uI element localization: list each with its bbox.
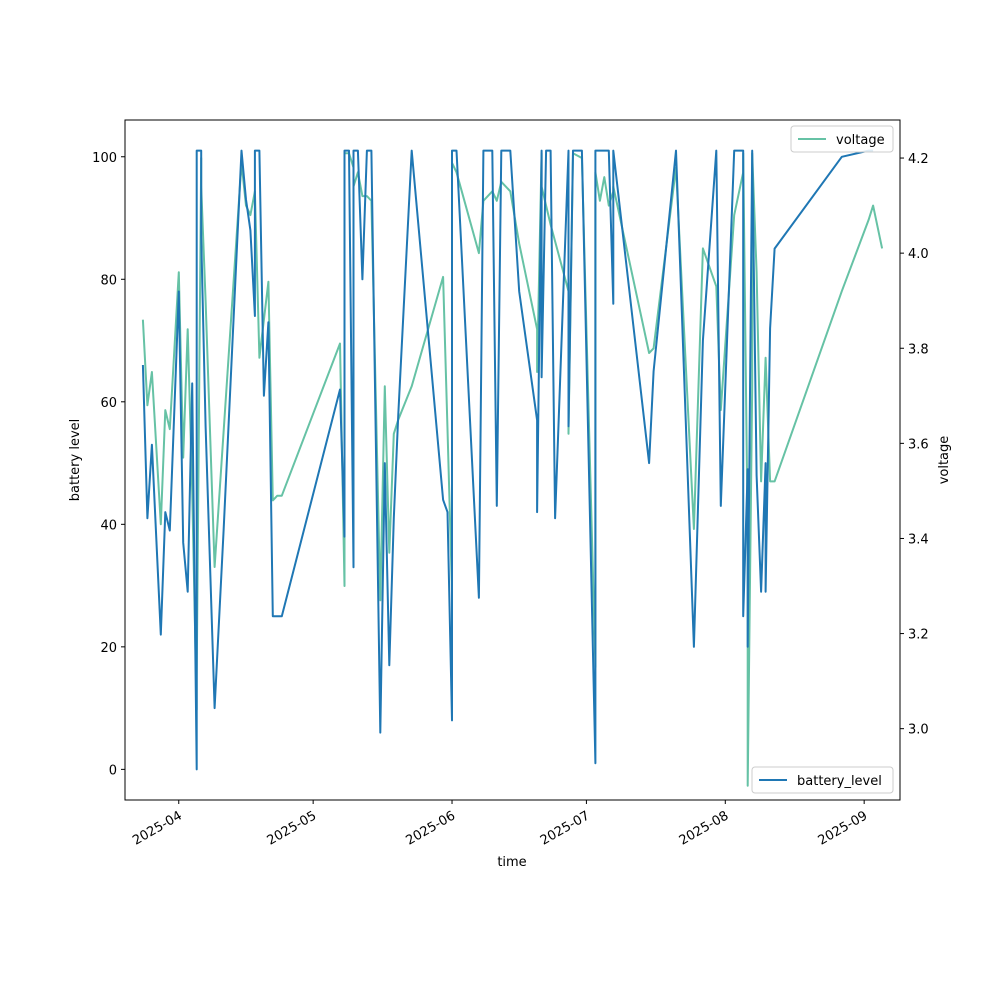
y-tick-label-right: 4.0: [908, 247, 929, 262]
x-tick-label: 2025-04: [130, 808, 185, 848]
y-tick-label-right: 3.2: [908, 628, 929, 643]
x-axis-label: time: [497, 855, 526, 870]
y-tick-label-left: 40: [100, 518, 117, 533]
y-tick-label-right: 3.0: [908, 723, 929, 738]
y-tick-label-left: 0: [109, 763, 117, 778]
y-axis-right-label: voltage: [937, 436, 952, 485]
y-tick-label-right: 3.4: [908, 532, 929, 547]
y-axis-right: 3.0 3.2 3.4 3.6 3.8 4.0 4.2: [900, 152, 929, 738]
series-line-battery-level: [141, 149, 874, 771]
y-tick-label-right: 4.2: [908, 152, 929, 167]
y-tick-label-left: 20: [100, 641, 117, 656]
legend-battery-level: battery_level: [751, 766, 894, 794]
y-tick-label-right: 3.8: [908, 342, 929, 357]
x-tick-label: 2025-08: [677, 808, 732, 848]
legend-battery-level-box: [751, 766, 894, 794]
y-tick-label-left: 60: [100, 396, 117, 411]
legend-voltage-box: [790, 125, 894, 153]
legend-voltage-label: voltage: [836, 133, 885, 148]
legend-voltage: voltage: [790, 125, 894, 153]
y-tick-label-left: 80: [100, 273, 117, 288]
y-axis-left: 0 20 40 60 80 100: [92, 151, 125, 778]
x-tick-label: 2025-06: [403, 808, 458, 848]
x-tick-label: 2025-09: [816, 808, 871, 848]
y-tick-label-right: 3.6: [908, 437, 929, 452]
x-tick-label: 2025-07: [538, 808, 593, 848]
legend-battery-level-label: battery_level: [797, 774, 882, 789]
y-tick-label-left: 100: [92, 151, 117, 166]
x-axis: 2025-04 2025-05 2025-06 2025-07 2025-08 2025-…: [130, 800, 870, 849]
y-axis-left-label: battery level: [68, 419, 83, 502]
plot-lines: [141, 149, 884, 787]
plot-frame: [124, 119, 901, 801]
x-tick-label: 2025-05: [265, 808, 320, 848]
series-line-voltage: [141, 152, 884, 787]
